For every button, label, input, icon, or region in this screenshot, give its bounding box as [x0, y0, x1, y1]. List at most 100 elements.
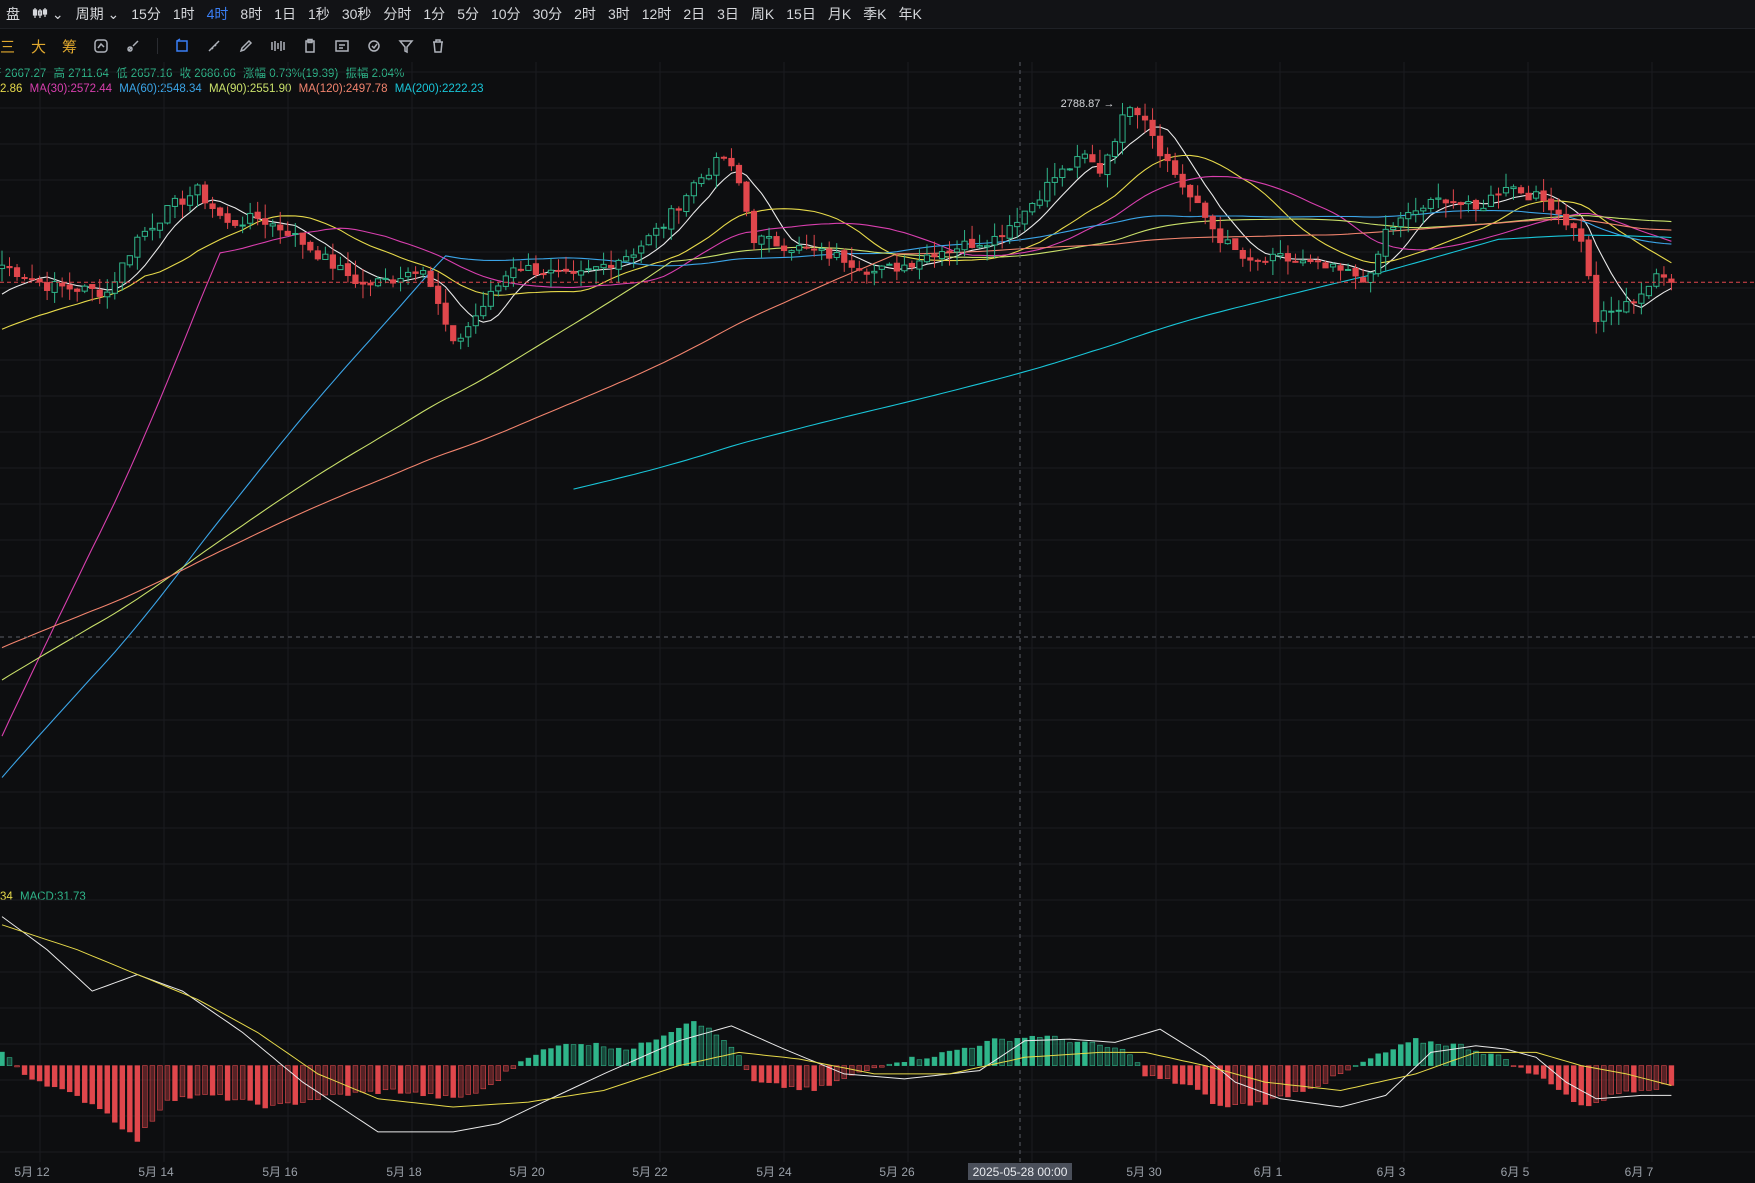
market-menu[interactable]: 盘	[6, 6, 20, 22]
macd-hist-bar	[1097, 1044, 1103, 1066]
interval-1s[interactable]: 1秒	[308, 6, 330, 22]
macd-hist-bar	[879, 1065, 885, 1068]
macd-hist-bar	[14, 1065, 20, 1068]
interval-1w[interactable]: 周K	[750, 6, 775, 22]
tool-text-chips[interactable]: 筹	[62, 38, 78, 56]
macd-hist-bar	[1548, 1065, 1554, 1085]
candle-body	[96, 289, 103, 297]
macd-hist-bar	[405, 1065, 411, 1094]
candle-body	[149, 227, 156, 231]
candle-body	[608, 264, 615, 268]
macd-hist-bar	[871, 1065, 878, 1069]
macd-hist-bar	[442, 1065, 449, 1096]
candle-body	[1254, 259, 1261, 262]
interval-1h[interactable]: 1时	[172, 6, 195, 22]
candle-body	[848, 260, 855, 268]
magic-icon[interactable]	[362, 34, 386, 58]
candle-body	[1420, 207, 1427, 212]
interval-15m[interactable]: 15分	[131, 6, 161, 22]
candle-body	[164, 205, 171, 224]
macd-hist-bar	[976, 1045, 983, 1066]
candle-body	[1405, 212, 1412, 220]
macd-hist-bar	[262, 1065, 268, 1109]
candle-body	[1457, 202, 1464, 206]
candlestick-icon[interactable]: ⌄	[26, 6, 70, 23]
candle-body	[1344, 268, 1352, 271]
macd-hist-bar	[194, 1065, 201, 1096]
candle-body	[329, 254, 336, 269]
macd-hist-bar	[1345, 1065, 1351, 1071]
candle-body	[502, 275, 509, 287]
interval-3d[interactable]: 3日	[717, 6, 739, 22]
clipboard-icon[interactable]	[298, 34, 322, 58]
legend-ma120: MA(120):2497.78	[298, 83, 388, 95]
macd-hist-bar	[51, 1065, 58, 1088]
candle-body	[6, 266, 13, 269]
macd-hist-bar	[1540, 1065, 1547, 1079]
macd-hist-bar	[593, 1042, 599, 1066]
brush-icon[interactable]	[121, 34, 145, 58]
candle-body	[1036, 199, 1043, 206]
draw-line-icon[interactable]	[170, 34, 194, 58]
interval-timeline[interactable]: 分时	[383, 6, 412, 22]
candle-body	[1517, 187, 1525, 194]
candle-body	[698, 177, 705, 185]
macd-hist-bar	[1044, 1035, 1050, 1066]
macd-hist-bar	[518, 1061, 524, 1066]
trash-icon[interactable]	[426, 34, 450, 58]
candle-body	[66, 284, 73, 290]
candle-body	[382, 277, 389, 280]
candle-body	[547, 269, 555, 274]
candle-body	[1660, 274, 1668, 278]
macd-hist-bar	[6, 1057, 13, 1066]
candle-body	[495, 285, 502, 292]
interval-4h[interactable]: 4时	[206, 6, 229, 22]
interval-12h[interactable]: 12时	[641, 6, 672, 22]
candle-body	[1375, 253, 1382, 275]
interval-3h[interactable]: 3时	[607, 6, 630, 22]
candle-body	[1179, 173, 1186, 188]
interval-2h[interactable]: 2时	[574, 6, 596, 22]
pencil-icon[interactable]	[234, 34, 258, 58]
interval-5m[interactable]: 5分	[457, 6, 479, 22]
macd-hist-bar	[676, 1027, 682, 1066]
candle-body	[916, 260, 923, 270]
interval-30m[interactable]: 30分	[532, 6, 563, 22]
candle-body	[1615, 309, 1622, 312]
period-menu[interactable]: 周期 ⌄	[70, 4, 126, 24]
candlestick-chart[interactable]: 2788.87 → 5月 12 5月 14 5月 16 5月 18 5月 20 5月 22 5…	[0, 62, 1755, 1183]
candle-body	[1360, 277, 1367, 283]
tool-text-three[interactable]: 三	[0, 38, 16, 56]
macd-hist-bar	[721, 1040, 727, 1066]
candle-body	[999, 235, 1006, 238]
macd-hist-bar	[1285, 1065, 1291, 1098]
candle-body	[863, 271, 870, 275]
ruler-icon[interactable]	[202, 34, 226, 58]
note-icon[interactable]	[330, 34, 354, 58]
pattern-icon[interactable]	[266, 34, 290, 58]
interval-30s[interactable]: 30秒	[341, 6, 372, 22]
filter-icon[interactable]	[394, 34, 418, 58]
candle-body	[931, 254, 938, 258]
macd-hist-bar	[1006, 1041, 1013, 1066]
interval-15d[interactable]: 15日	[786, 6, 816, 22]
interval-2d[interactable]: 2日	[683, 6, 706, 22]
interval-1d[interactable]: 1日	[274, 6, 297, 22]
interval-1q[interactable]: 季K	[863, 6, 887, 22]
interval-1y[interactable]: 年K	[898, 6, 922, 22]
interval-1mo[interactable]: 月K	[827, 6, 852, 22]
tool-text-big[interactable]: 大	[31, 38, 47, 56]
macd-hist-bar	[322, 1065, 329, 1096]
candle-body	[292, 233, 299, 236]
interval-8h[interactable]: 8时	[240, 6, 263, 22]
candle-body	[1510, 186, 1517, 190]
interval-10m[interactable]: 10分	[490, 6, 521, 22]
candle-body	[1096, 163, 1104, 174]
macd-hist-bar	[1661, 1065, 1667, 1085]
macd-hist-bar	[1112, 1047, 1118, 1066]
interval-1m[interactable]: 1分	[423, 6, 446, 22]
indicator-icon[interactable]	[89, 34, 113, 58]
macd-hist-bar	[698, 1025, 705, 1066]
candle-body	[0, 264, 6, 270]
candle-body	[254, 211, 261, 219]
